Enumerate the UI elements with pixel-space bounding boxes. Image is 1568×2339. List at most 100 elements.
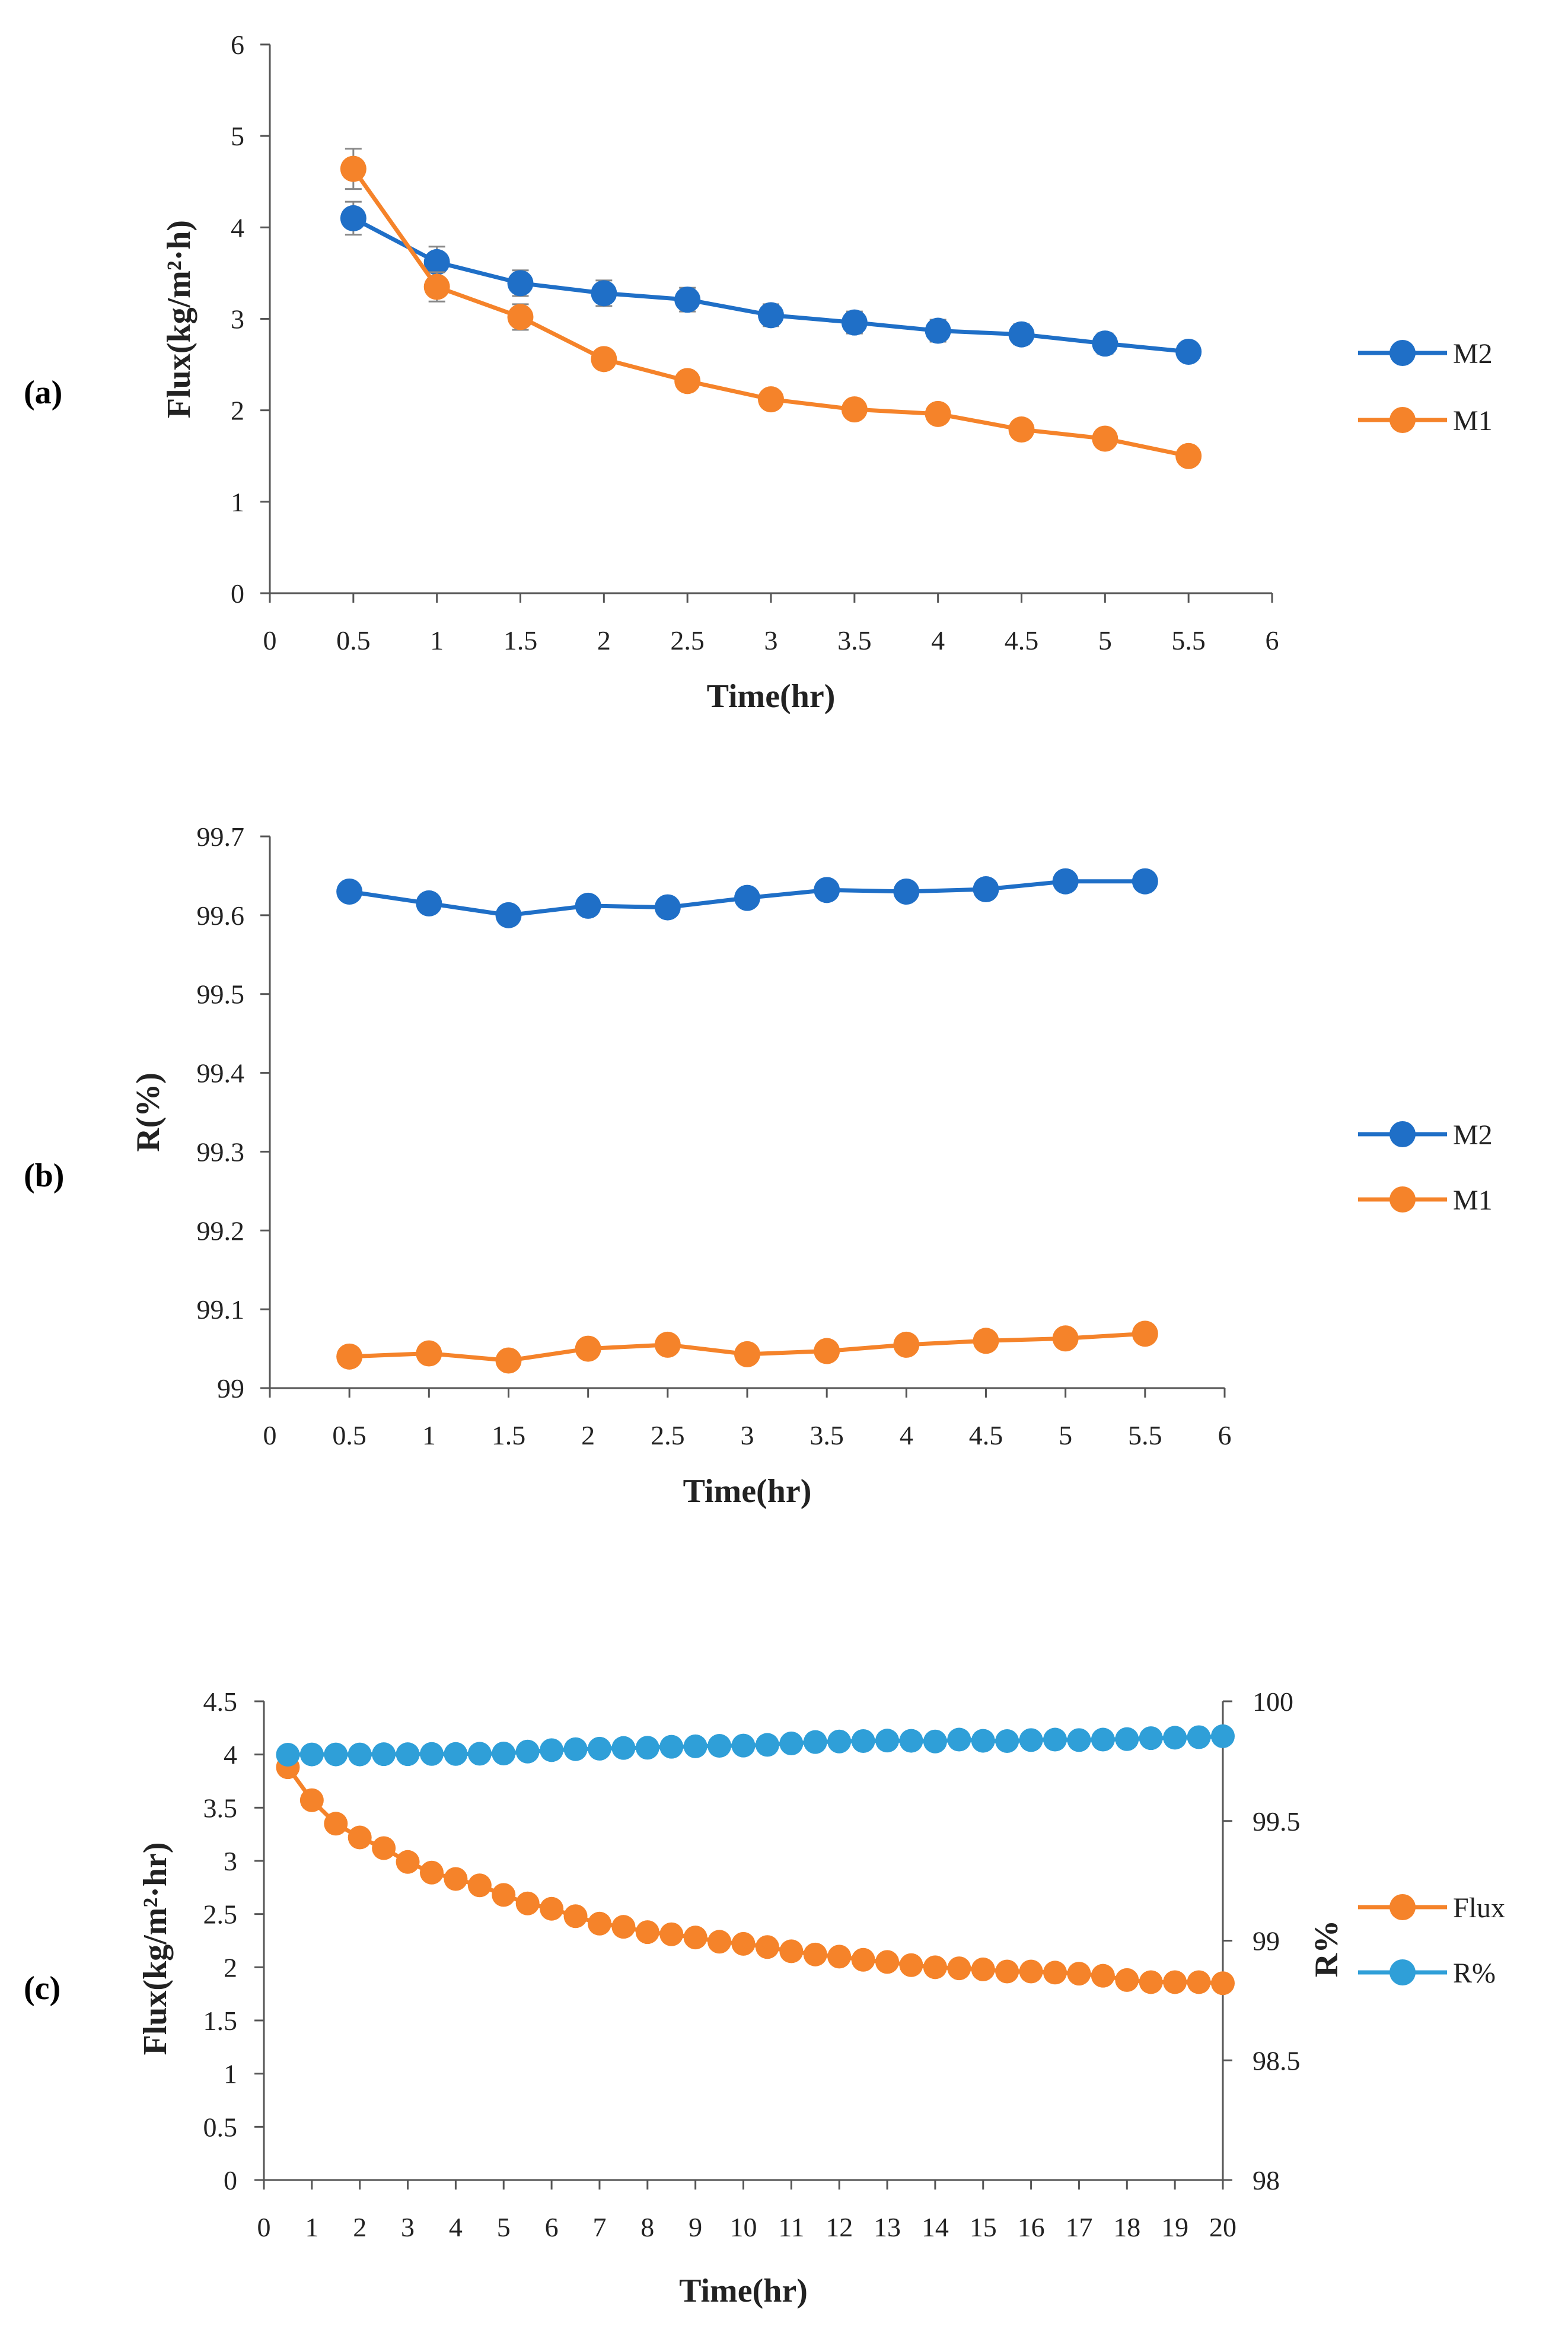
y-axis-title: R(%) bbox=[130, 1073, 167, 1152]
x-tick-label: 3 bbox=[741, 1420, 754, 1450]
data-point-M2 bbox=[507, 270, 534, 297]
data-point-M2 bbox=[758, 302, 784, 329]
data-point-Rpct bbox=[492, 1741, 516, 1765]
x-tick-label: 0 bbox=[263, 1420, 277, 1450]
data-point-Rpct bbox=[540, 1738, 564, 1762]
data-point-M2 bbox=[423, 249, 450, 275]
data-point-M1 bbox=[925, 400, 951, 427]
data-point-Flux bbox=[731, 1931, 756, 1956]
data-point-Rpct bbox=[779, 1732, 804, 1756]
x-axis-title: Time(hr) bbox=[707, 678, 836, 715]
data-point-M2 bbox=[591, 280, 617, 307]
data-point-M1 bbox=[654, 1331, 681, 1358]
data-point-Flux bbox=[1043, 1961, 1067, 1985]
x-tick-label: 4.5 bbox=[969, 1420, 1003, 1450]
y-tick-label: 1.5 bbox=[203, 2006, 238, 2036]
data-point-Rpct bbox=[1211, 1724, 1235, 1748]
data-point-Flux bbox=[635, 1920, 659, 1945]
data-point-M1 bbox=[1175, 443, 1202, 469]
x-tick-label: 4 bbox=[931, 625, 945, 655]
data-point-Flux bbox=[324, 1812, 348, 1836]
x-tick-label: 7 bbox=[592, 2212, 606, 2242]
legend-label: M2 bbox=[1453, 338, 1493, 370]
x-tick-label: 1 bbox=[430, 625, 444, 655]
x-tick-label: 3.5 bbox=[810, 1420, 844, 1450]
x-tick-label: 10 bbox=[730, 2212, 757, 2242]
x-tick-label: 11 bbox=[778, 2212, 804, 2242]
y-tick-label: 99.2 bbox=[197, 1215, 245, 1246]
panel-b-label: (b) bbox=[24, 1157, 64, 1194]
data-point-M2 bbox=[575, 892, 601, 919]
y-tick-label: 99.7 bbox=[197, 822, 245, 852]
data-point-M1 bbox=[336, 1343, 363, 1370]
data-point-Rpct bbox=[659, 1735, 684, 1759]
data-point-Rpct bbox=[467, 1742, 492, 1766]
data-point-M1 bbox=[758, 386, 784, 413]
data-point-M2 bbox=[340, 205, 366, 231]
data-point-Rpct bbox=[1187, 1725, 1211, 1749]
data-point-Flux bbox=[372, 1836, 396, 1860]
x-tick-label: 1.5 bbox=[503, 625, 538, 655]
y-right-axis-title: R% bbox=[1308, 1920, 1345, 1977]
panel-c-label: (c) bbox=[24, 1970, 60, 2007]
data-point-M2 bbox=[336, 879, 363, 905]
data-point-Rpct bbox=[396, 1742, 420, 1767]
x-tick-label: 20 bbox=[1209, 2212, 1236, 2242]
x-tick-label: 4.5 bbox=[1005, 625, 1039, 655]
x-tick-label: 5 bbox=[1098, 625, 1112, 655]
data-point-Flux bbox=[467, 1873, 492, 1898]
data-point-Flux bbox=[299, 1788, 324, 1812]
data-point-Flux bbox=[348, 1825, 372, 1850]
x-tick-label: 2.5 bbox=[651, 1420, 685, 1450]
y-tick-label: 99.1 bbox=[197, 1294, 245, 1325]
data-point-M1 bbox=[423, 273, 450, 300]
data-point-Rpct bbox=[1019, 1728, 1043, 1752]
data-point-Rpct bbox=[923, 1729, 947, 1754]
data-point-Flux bbox=[1211, 1971, 1235, 1996]
y-right-tick-label: 98 bbox=[1253, 2165, 1280, 2195]
data-point-Rpct bbox=[372, 1742, 396, 1767]
x-tick-label: 2.5 bbox=[670, 625, 705, 655]
data-point-M1 bbox=[1008, 416, 1035, 443]
x-tick-label: 3 bbox=[764, 625, 778, 655]
data-point-Rpct bbox=[995, 1729, 1019, 1753]
data-point-M1 bbox=[814, 1338, 840, 1364]
y-tick-label: 0.5 bbox=[203, 2112, 238, 2142]
data-point-Flux bbox=[1067, 1962, 1091, 1986]
data-point-Rpct bbox=[1091, 1727, 1115, 1752]
data-point-Flux bbox=[659, 1922, 684, 1946]
data-point-M2 bbox=[495, 902, 522, 928]
x-tick-label: 17 bbox=[1065, 2212, 1092, 2242]
legend-swatch-marker bbox=[1389, 1121, 1416, 1147]
x-tick-label: 15 bbox=[970, 2212, 997, 2242]
data-point-M1 bbox=[734, 1341, 760, 1367]
y-tick-label: 3.5 bbox=[203, 1793, 238, 1823]
x-tick-label: 8 bbox=[640, 2212, 654, 2242]
data-point-Rpct bbox=[348, 1742, 372, 1767]
y-tick-label: 99.6 bbox=[197, 900, 245, 931]
y-tick-label: 5 bbox=[231, 121, 244, 151]
data-point-Flux bbox=[611, 1915, 636, 1939]
series-line-Flux bbox=[286, 1766, 1223, 1985]
data-point-Flux bbox=[803, 1942, 827, 1966]
data-point-M2 bbox=[734, 884, 760, 911]
x-tick-label: 3 bbox=[401, 2212, 415, 2242]
data-point-Rpct bbox=[731, 1733, 756, 1758]
data-point-Flux bbox=[683, 1926, 707, 1950]
y-tick-label: 2 bbox=[224, 1952, 237, 1982]
y-axis-title: Flux(kg/m²·h) bbox=[161, 220, 197, 418]
data-point-Flux bbox=[971, 1957, 995, 1981]
data-point-Rpct bbox=[419, 1742, 444, 1766]
x-tick-label: 1.5 bbox=[492, 1420, 526, 1450]
data-point-Flux bbox=[851, 1947, 875, 1972]
data-point-M2 bbox=[893, 879, 920, 905]
data-point-Rpct bbox=[1067, 1728, 1091, 1752]
data-point-Flux bbox=[923, 1955, 947, 1980]
y-tick-label: 3 bbox=[224, 1846, 237, 1876]
x-tick-label: 13 bbox=[874, 2212, 901, 2242]
data-point-M2 bbox=[416, 890, 442, 916]
data-point-Flux bbox=[444, 1867, 468, 1891]
legend-label: M2 bbox=[1453, 1119, 1493, 1151]
data-point-M1 bbox=[340, 155, 366, 182]
data-point-Flux bbox=[707, 1930, 732, 1954]
